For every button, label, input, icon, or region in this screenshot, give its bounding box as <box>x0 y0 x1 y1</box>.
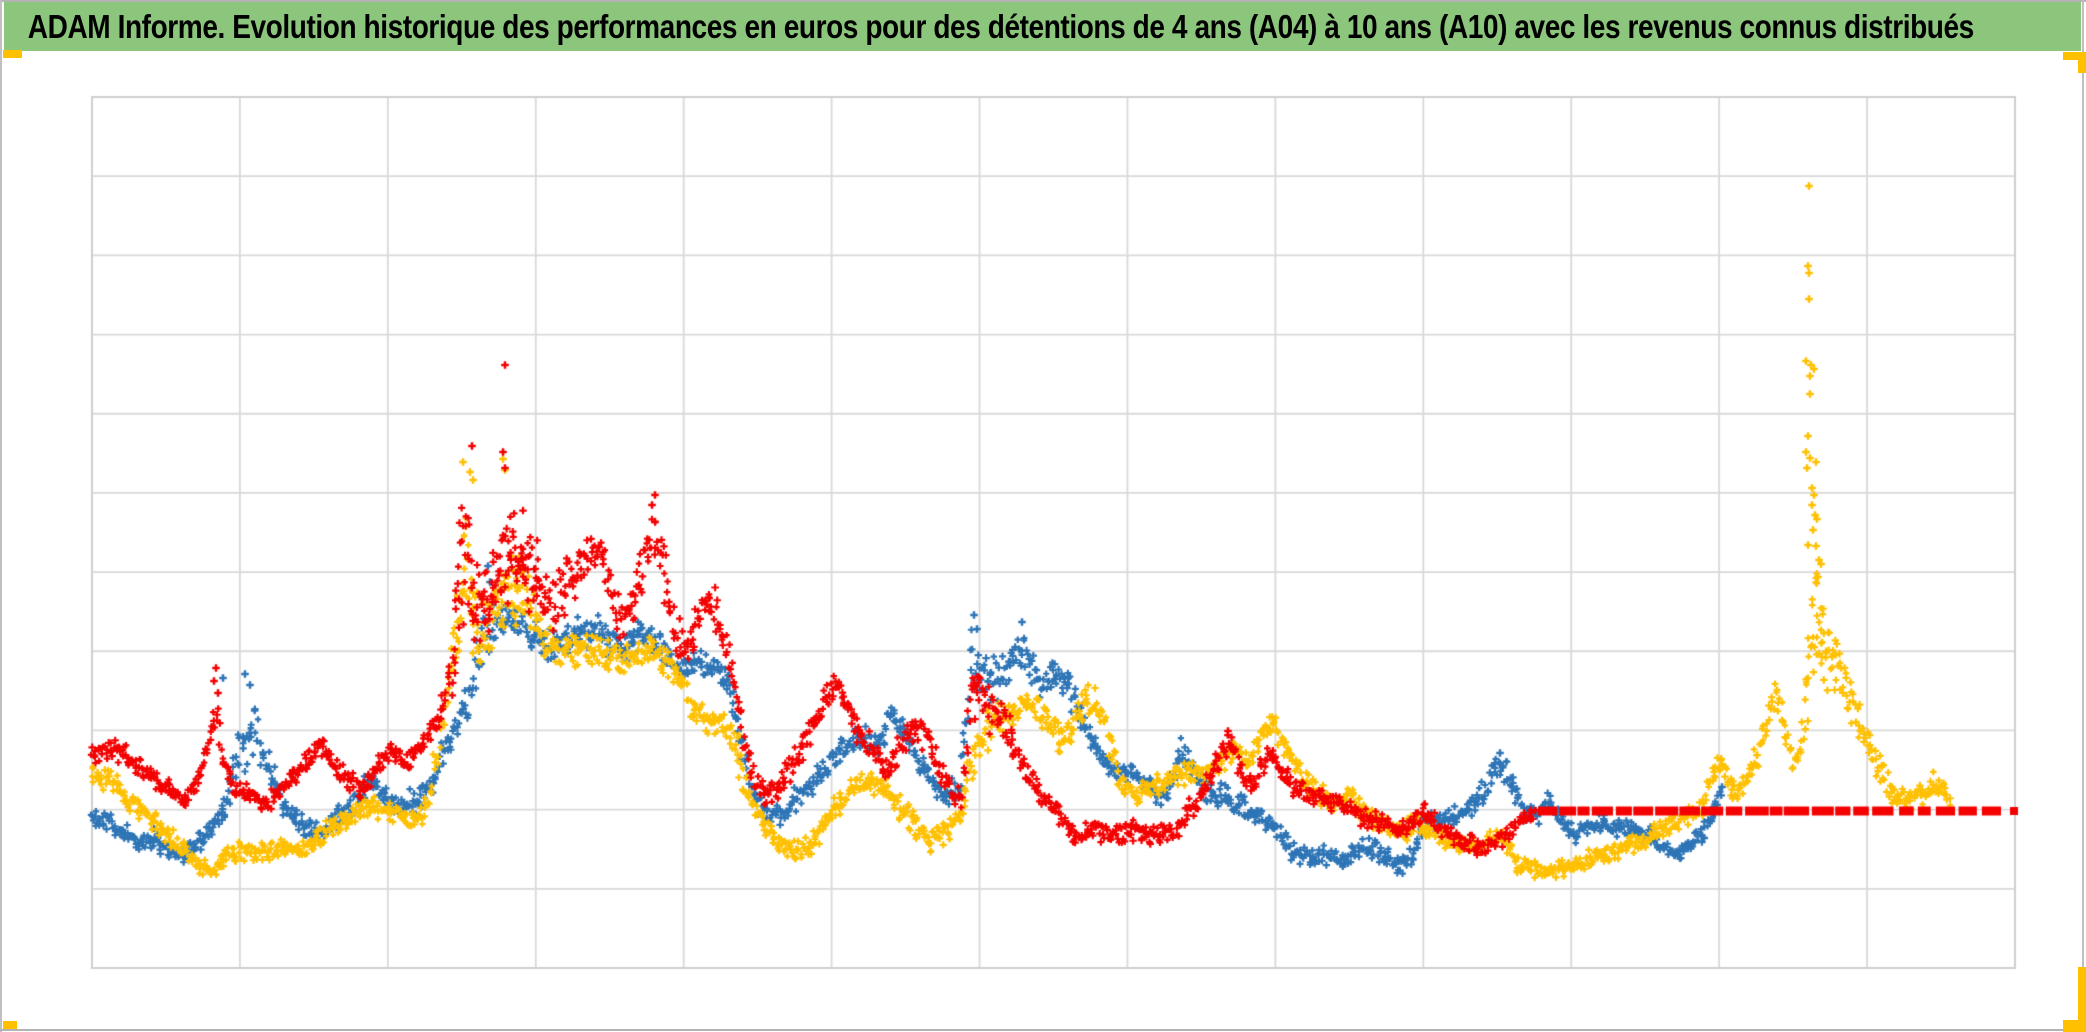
performance-scatter-chart[interactable] <box>0 0 2086 1032</box>
slide-page: { "header": { "title": "ADAM Informe. Ev… <box>0 0 2086 1032</box>
